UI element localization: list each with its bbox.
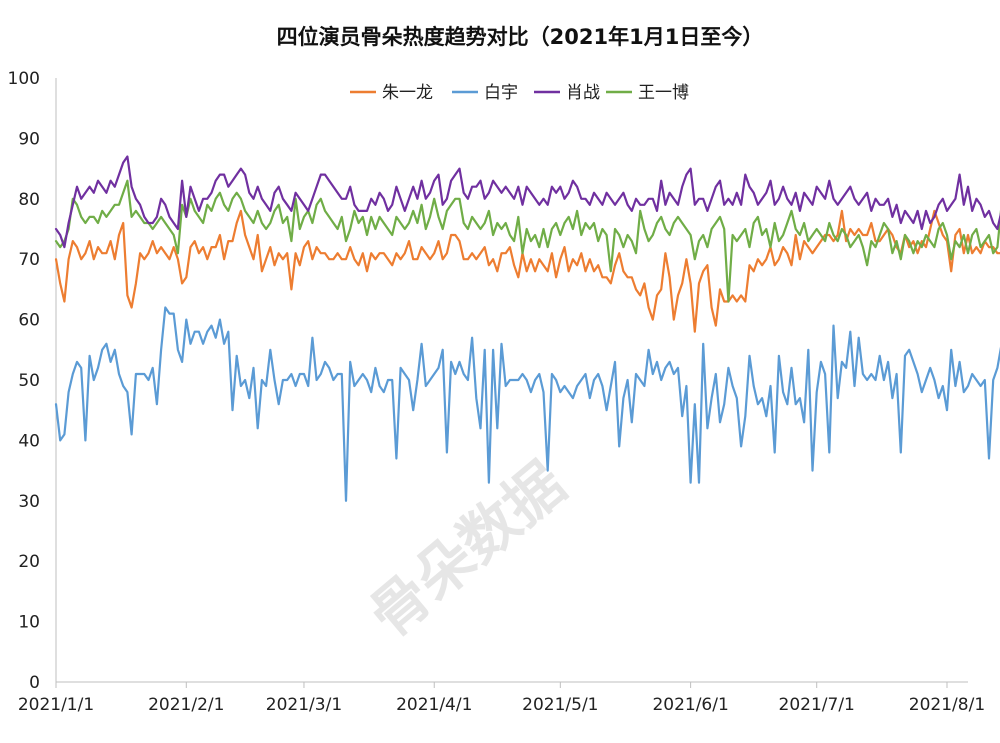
y-tick-label: 50 [18, 371, 40, 391]
y-tick-label: 80 [18, 190, 40, 210]
x-tick-label: 2021/6/1 [652, 695, 728, 715]
chart-title: 四位演员骨朵热度趋势对比（2021年1月1日至今） [277, 25, 764, 49]
y-tick-label: 20 [18, 552, 40, 572]
legend-label: 白宇 [484, 83, 518, 103]
legend-label: 朱一龙 [382, 83, 433, 103]
series-line [54, 179, 1000, 303]
legend: 朱一龙 白宇 肖战 王一博 [350, 83, 689, 103]
y-tick-label: 70 [18, 250, 40, 270]
y-tick-label: 90 [18, 129, 40, 149]
x-tick-label: 2021/2/1 [148, 695, 224, 715]
x-axis: 2021/1/1 2021/2/1 2021/3/1 2021/4/1 2021/5/1… [18, 681, 985, 715]
y-tick-label: 40 [18, 431, 40, 451]
y-tick-label: 10 [18, 613, 40, 633]
y-tick-label: 100 [8, 69, 40, 89]
y-tick-label: 60 [18, 311, 40, 331]
x-tick-label: 2021/3/1 [266, 695, 342, 715]
x-tick-label: 2021/5/1 [522, 695, 598, 715]
legend-label: 王一博 [638, 83, 689, 103]
series-group [54, 155, 1000, 502]
x-tick-label: 2021/8/1 [909, 695, 985, 715]
x-tick-label: 2021/4/1 [396, 695, 472, 715]
series-line [54, 306, 1000, 502]
y-tick-label: 30 [18, 492, 40, 512]
legend-label: 肖战 [566, 83, 600, 103]
x-tick-label: 2021/7/1 [779, 695, 855, 715]
x-tick-label: 2021/1/1 [18, 695, 94, 715]
y-tick-label: 0 [29, 673, 40, 693]
series-line [54, 209, 1000, 333]
watermark-text: 骨朵数据 [356, 449, 577, 650]
series-line [54, 155, 1000, 249]
y-axis: 0 10 20 30 40 50 60 70 80 90 100 [8, 69, 57, 693]
